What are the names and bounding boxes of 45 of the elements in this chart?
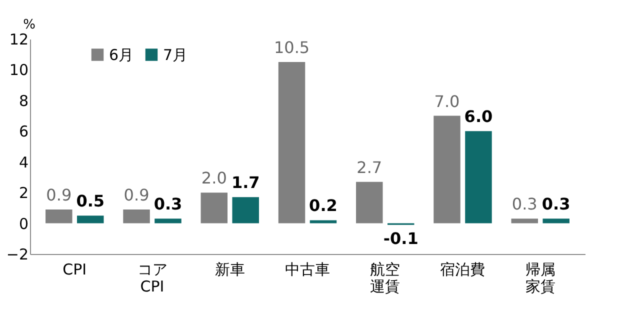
bar xyxy=(465,131,492,224)
data-label: 0.3 xyxy=(154,194,182,214)
data-label: 0.3 xyxy=(512,194,538,214)
data-label: 0.9 xyxy=(46,185,72,204)
data-label: 0.3 xyxy=(542,194,570,214)
data-label: -0.1 xyxy=(383,228,418,248)
bar xyxy=(278,62,306,224)
bar xyxy=(46,209,72,224)
x-tick-label: 帰属家賃 xyxy=(525,260,556,296)
data-label: 0.2 xyxy=(309,196,338,216)
data-label: 0.5 xyxy=(76,192,105,211)
y-tick-label: 0 xyxy=(18,214,28,233)
bar xyxy=(356,182,383,224)
bar xyxy=(154,218,182,224)
y-tick-label: 10 xyxy=(9,61,28,80)
y-tick-label: 2 xyxy=(18,184,28,202)
bar xyxy=(232,197,259,224)
y-axis-title: % xyxy=(23,18,36,32)
bar xyxy=(310,220,337,224)
data-label: 1.7 xyxy=(231,173,260,192)
y-tick-label: 8 xyxy=(18,92,28,110)
data-label: 6.0 xyxy=(464,107,493,126)
x-tick-label: 宿泊費 xyxy=(440,260,486,278)
legend-label: 6月 xyxy=(109,46,134,64)
x-tick-label: 航空運賃 xyxy=(370,260,400,296)
bar xyxy=(200,192,228,224)
bar xyxy=(434,116,460,224)
bar xyxy=(511,218,538,224)
y-tick-label: 12 xyxy=(9,30,28,48)
data-label: 0.9 xyxy=(124,185,150,204)
bar xyxy=(76,216,104,224)
bar xyxy=(542,218,570,224)
data-label: 2.0 xyxy=(201,168,227,188)
y-tick-label: 6 xyxy=(18,122,28,141)
x-tick-label: 新車 xyxy=(214,260,245,278)
data-label: 10.5 xyxy=(274,38,310,58)
data-label: 7.0 xyxy=(434,92,460,111)
data-label: 2.7 xyxy=(356,158,382,177)
y-tick-label: −2 xyxy=(6,246,28,264)
x-tick-label: 中古車 xyxy=(285,260,330,278)
x-tick-label: CPI xyxy=(62,260,87,278)
x-tick-label: コア CPI xyxy=(137,260,168,296)
legend-label: 7月 xyxy=(163,46,188,64)
bar xyxy=(123,209,150,224)
y-tick-label: 4 xyxy=(18,153,28,172)
